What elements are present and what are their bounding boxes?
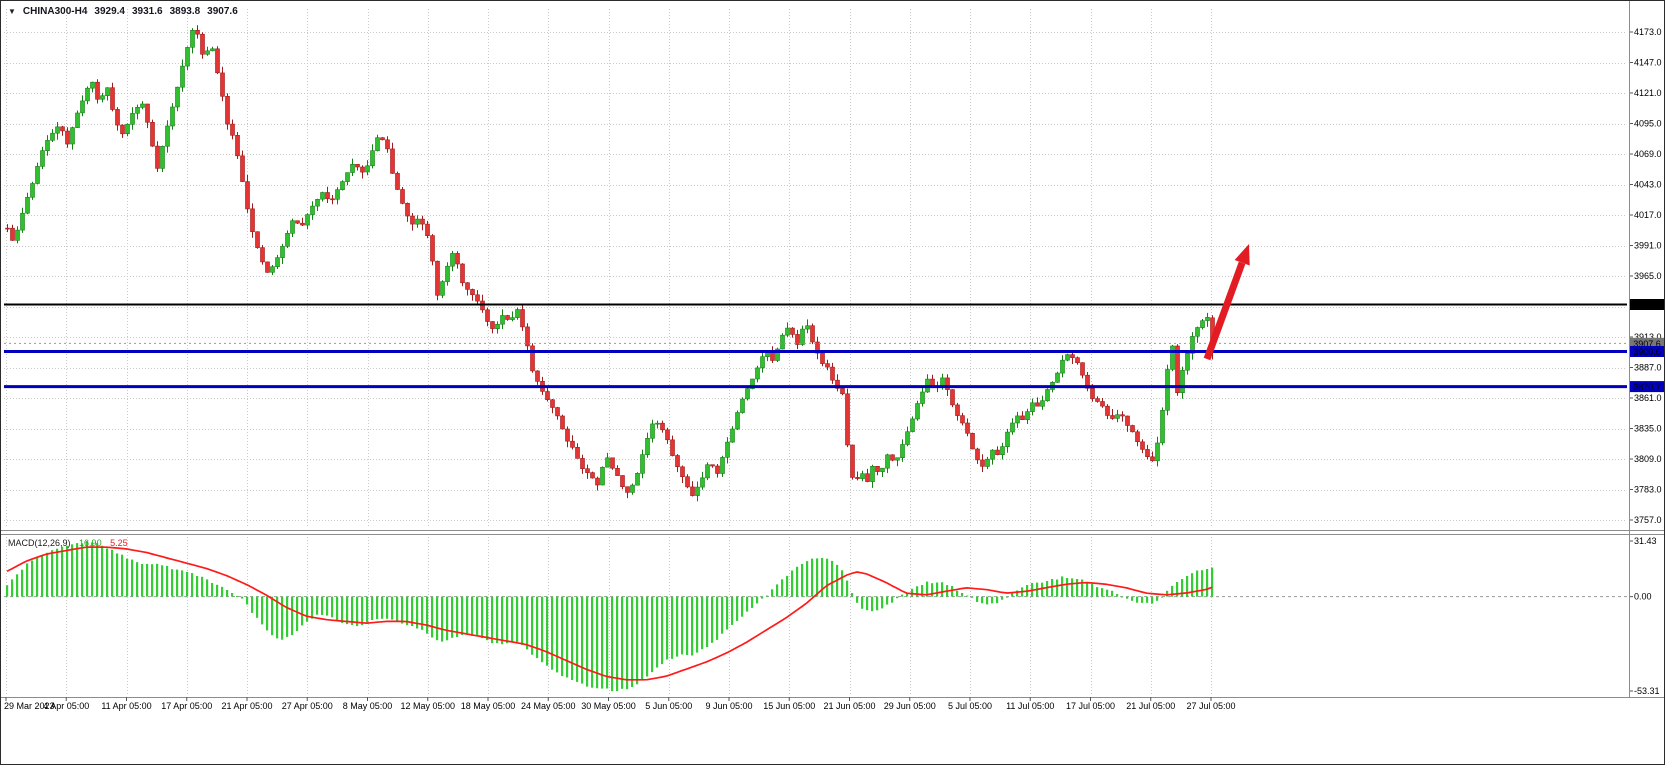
svg-text:21 Jul 05:00: 21 Jul 05:00: [1126, 701, 1175, 711]
svg-text:3783.0: 3783.0: [1634, 485, 1662, 495]
macd-indicator-label: MACD(12,26,9) 16.90 5.25: [8, 538, 128, 548]
svg-text:0.00: 0.00: [1634, 592, 1652, 602]
svg-text:3913.0: 3913.0: [1634, 332, 1662, 342]
macd-params-label: MACD(12,26,9): [8, 538, 71, 548]
panel-separators: [1, 1, 1664, 698]
svg-text:29 Mar 2023: 29 Mar 2023: [4, 701, 55, 711]
symbol-timeframe-label: CHINA300-H4: [22, 6, 88, 17]
macd-axis[interactable]: 31.43 0.00 -53.31: [1629, 536, 1660, 696]
svg-text:11 Apr 05:00: 11 Apr 05:00: [101, 701, 151, 711]
trend-arrow-annotation[interactable]: [1203, 244, 1250, 361]
support-level-line-3900[interactable]: 3900.6: [4, 346, 1664, 357]
quote-close: 3907.6: [207, 6, 238, 17]
svg-text:3757.0: 3757.0: [1634, 515, 1662, 525]
svg-text:3907.6: 3907.6: [1633, 339, 1661, 349]
svg-text:3835.0: 3835.0: [1634, 424, 1662, 434]
svg-text:24 May 05:00: 24 May 05:00: [521, 701, 576, 711]
svg-text:12 May 05:00: 12 May 05:00: [400, 701, 455, 711]
svg-text:27 Jul 05:00: 27 Jul 05:00: [1186, 701, 1235, 711]
svg-text:31.43: 31.43: [1634, 536, 1657, 546]
svg-text:11 Jul 05:00: 11 Jul 05:00: [1006, 701, 1054, 711]
svg-text:5 Jul 05:00: 5 Jul 05:00: [948, 701, 992, 711]
macd-panel: [4, 541, 1627, 692]
svg-text:-53.31: -53.31: [1634, 686, 1660, 696]
one-click-trading-toggle-icon[interactable]: ▼: [8, 6, 16, 16]
svg-text:21 Apr 05:00: 21 Apr 05:00: [221, 701, 272, 711]
svg-text:4095.0: 4095.0: [1634, 119, 1662, 129]
svg-text:4147.0: 4147.0: [1634, 58, 1662, 68]
svg-text:3965.0: 3965.0: [1634, 271, 1662, 281]
svg-text:4121.0: 4121.0: [1634, 88, 1662, 98]
quote-bar: ▼ CHINA300-H4 3929.4 3931.6 3893.8 3907.…: [8, 6, 238, 17]
axis-price-badge: 3907.6: [1630, 337, 1664, 349]
quote-low: 3893.8: [169, 6, 201, 17]
svg-text:29 Jun 05:00: 29 Jun 05:00: [884, 701, 936, 711]
axis-price-badge: 3900.6: [1630, 346, 1664, 357]
price-axis[interactable]: 4173.0 4147.0 4121.0 4095.0 4069.0 4043.0 4017…: [1629, 27, 1662, 525]
svg-text:3870.7: 3870.7: [1633, 382, 1661, 392]
macd-signal-value: 5.25: [110, 538, 128, 548]
svg-text:3940.7: 3940.7: [1633, 300, 1661, 310]
svg-text:30 May 05:00: 30 May 05:00: [581, 701, 636, 711]
svg-text:21 Jun 05:00: 21 Jun 05:00: [823, 701, 875, 711]
macd-histogram: [6, 541, 1214, 692]
svg-text:3991.0: 3991.0: [1634, 241, 1662, 251]
svg-text:3900.6: 3900.6: [1633, 347, 1661, 357]
svg-text:4 Apr 05:00: 4 Apr 05:00: [43, 701, 89, 711]
macd-main-value: 16.90: [79, 538, 102, 548]
svg-text:4017.0: 4017.0: [1634, 210, 1662, 220]
svg-text:18 May 05:00: 18 May 05:00: [461, 701, 516, 711]
axis-price-badge: 3940.7: [1630, 299, 1664, 310]
quote-high: 3931.6: [131, 6, 163, 17]
support-level-line-3870[interactable]: 3870.7: [4, 381, 1664, 393]
resistance-level-line-3940[interactable]: 3940.7: [4, 299, 1664, 310]
svg-text:3809.0: 3809.0: [1634, 454, 1662, 464]
quote-open: 3929.4: [94, 6, 125, 17]
svg-text:27 Apr 05:00: 27 Apr 05:00: [282, 701, 333, 711]
svg-text:3861.0: 3861.0: [1634, 393, 1662, 403]
svg-text:8 May 05:00: 8 May 05:00: [343, 701, 393, 711]
svg-text:3887.0: 3887.0: [1634, 363, 1662, 373]
svg-text:4069.0: 4069.0: [1634, 149, 1662, 159]
candles-layer: [5, 25, 1215, 502]
axis-price-badge: 3870.7: [1630, 381, 1664, 393]
svg-text:5 Jun 05:00: 5 Jun 05:00: [645, 701, 692, 711]
svg-text:17 Jul 05:00: 17 Jul 05:00: [1066, 701, 1115, 711]
grid-layer: [4, 9, 1627, 695]
svg-text:9 Jun 05:00: 9 Jun 05:00: [705, 701, 752, 711]
current-price-line-3907[interactable]: 3907.6: [4, 337, 1664, 349]
svg-text:4173.0: 4173.0: [1634, 27, 1662, 37]
macd-signal-line: [6, 546, 1213, 681]
svg-text:4043.0: 4043.0: [1634, 180, 1662, 190]
svg-text:17 Apr 05:00: 17 Apr 05:00: [161, 701, 212, 711]
svg-text:15 Jun 05:00: 15 Jun 05:00: [763, 701, 815, 711]
